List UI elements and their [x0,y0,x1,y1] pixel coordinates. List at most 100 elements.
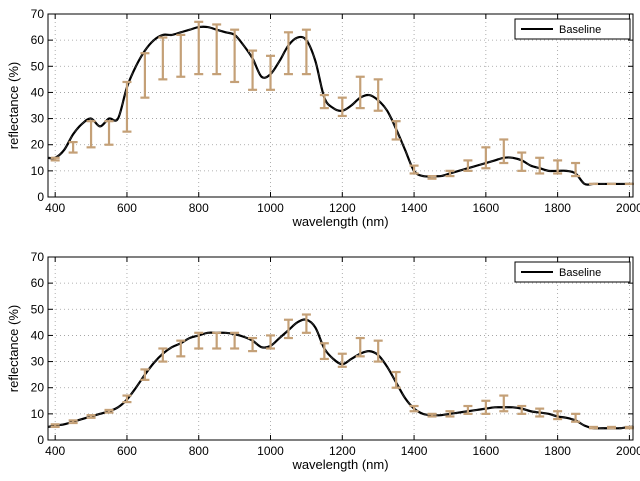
x-tick-label: 1800 [544,444,571,458]
y-tick-label: 50 [31,302,45,316]
error-bar [140,52,150,99]
x-tick-label: 1000 [257,444,284,458]
error-bar [445,169,455,178]
error-bar [589,425,599,430]
x-tick-label: 800 [189,444,209,458]
y-tick-label: 30 [31,112,45,126]
legend-box [514,261,631,283]
error-bar [499,138,509,165]
error-bar [230,331,240,350]
y-tick-label: 60 [31,276,45,290]
x-tick-label: 1000 [257,201,284,215]
error-bar [517,404,527,415]
error-bar [427,174,437,180]
error-bar [499,394,509,413]
error-bar [391,120,401,141]
error-bar [463,159,473,172]
y-tick-label: 30 [31,355,45,369]
error-bar [212,331,222,350]
error-bar [517,151,527,172]
x-tick-label: 800 [189,201,209,215]
error-bar [86,414,96,419]
error-bar [319,93,329,110]
x-tick-label: 600 [117,444,137,458]
y-tick-label: 40 [31,85,45,99]
error-bar [606,425,616,430]
error-bar [553,410,563,421]
error-bar [373,339,383,363]
legend: Baseline [514,18,631,40]
x-tick-label: 1600 [473,201,500,215]
y-tick-label: 40 [31,328,45,342]
error-bar [535,407,545,418]
y-tick-label: 70 [31,7,45,21]
grid [48,257,633,440]
error-bar [104,408,114,414]
y-tick-label: 10 [31,164,45,178]
y-tick-label: 10 [31,407,45,421]
error-bar [248,336,258,353]
error-bar [68,141,78,154]
error-bar [266,54,276,91]
error-bar [355,75,365,110]
error-bar [409,164,419,175]
error-bar [301,313,311,334]
error-bar [194,20,204,76]
error-bar [50,156,60,162]
error-bar [104,120,114,146]
x-tick-label: 1200 [329,444,356,458]
axes-frame [47,256,634,441]
y-tick-label: 60 [31,33,45,47]
x-tick-label: 1800 [544,201,571,215]
error-bar [283,31,293,76]
error-bar [319,342,329,361]
x-tick-label: 600 [117,201,137,215]
x-tick-label: 1400 [401,444,428,458]
x-tick-label: 2000 [616,201,640,215]
y-tick-label: 50 [31,59,45,73]
error-bar [624,425,634,430]
chart-bottom: 400 600 800 1000 1200 1400 1600 1800 2000 0 10 20 30… [6,250,640,472]
error-bar [68,419,78,425]
error-bar [337,96,347,118]
error-bar [212,23,222,76]
x-tick-label: 1400 [401,201,428,215]
error-bar [571,412,581,423]
x-tick-label: 400 [45,444,65,458]
error-bar [427,412,437,418]
x-tick-label: 1200 [329,201,356,215]
legend-entry-baseline: Baseline [559,267,601,279]
series-line-dash [47,26,633,185]
error-bar [463,404,473,415]
x-axis-label: wavelength (nm) [291,457,388,472]
error-bar [86,120,96,149]
error-bar [176,339,186,358]
error-bar [283,318,293,340]
plot-area [47,313,634,430]
error-bar [301,28,311,76]
y-axis-label: reflectance (%) [6,305,21,392]
y-axis-label: reflectance (%) [6,62,21,149]
ticks: 400 600 800 1000 1200 1400 1600 1800 2000 0 10 20 30… [31,7,640,215]
error-bar [158,347,168,363]
error-bar [122,394,132,404]
x-tick-label: 2000 [616,444,640,458]
plot-area [47,20,634,186]
y-tick-label: 70 [31,250,45,264]
legend-box [514,18,631,40]
error-bar [535,156,545,175]
error-bar [481,146,491,170]
series-line-dash [47,319,634,429]
ticks: 400 600 800 1000 1200 1400 1600 1800 2000 0 10 20 30… [31,250,640,458]
error-bar [140,368,150,381]
error-bar [122,80,132,133]
y-tick-label: 20 [31,138,45,152]
axes-frame [47,13,634,198]
error-bar [373,78,383,112]
error-bar [481,399,491,415]
error-bar [158,36,168,81]
error-bar [248,49,258,91]
error-bar [194,331,204,350]
error-bar [445,410,455,418]
